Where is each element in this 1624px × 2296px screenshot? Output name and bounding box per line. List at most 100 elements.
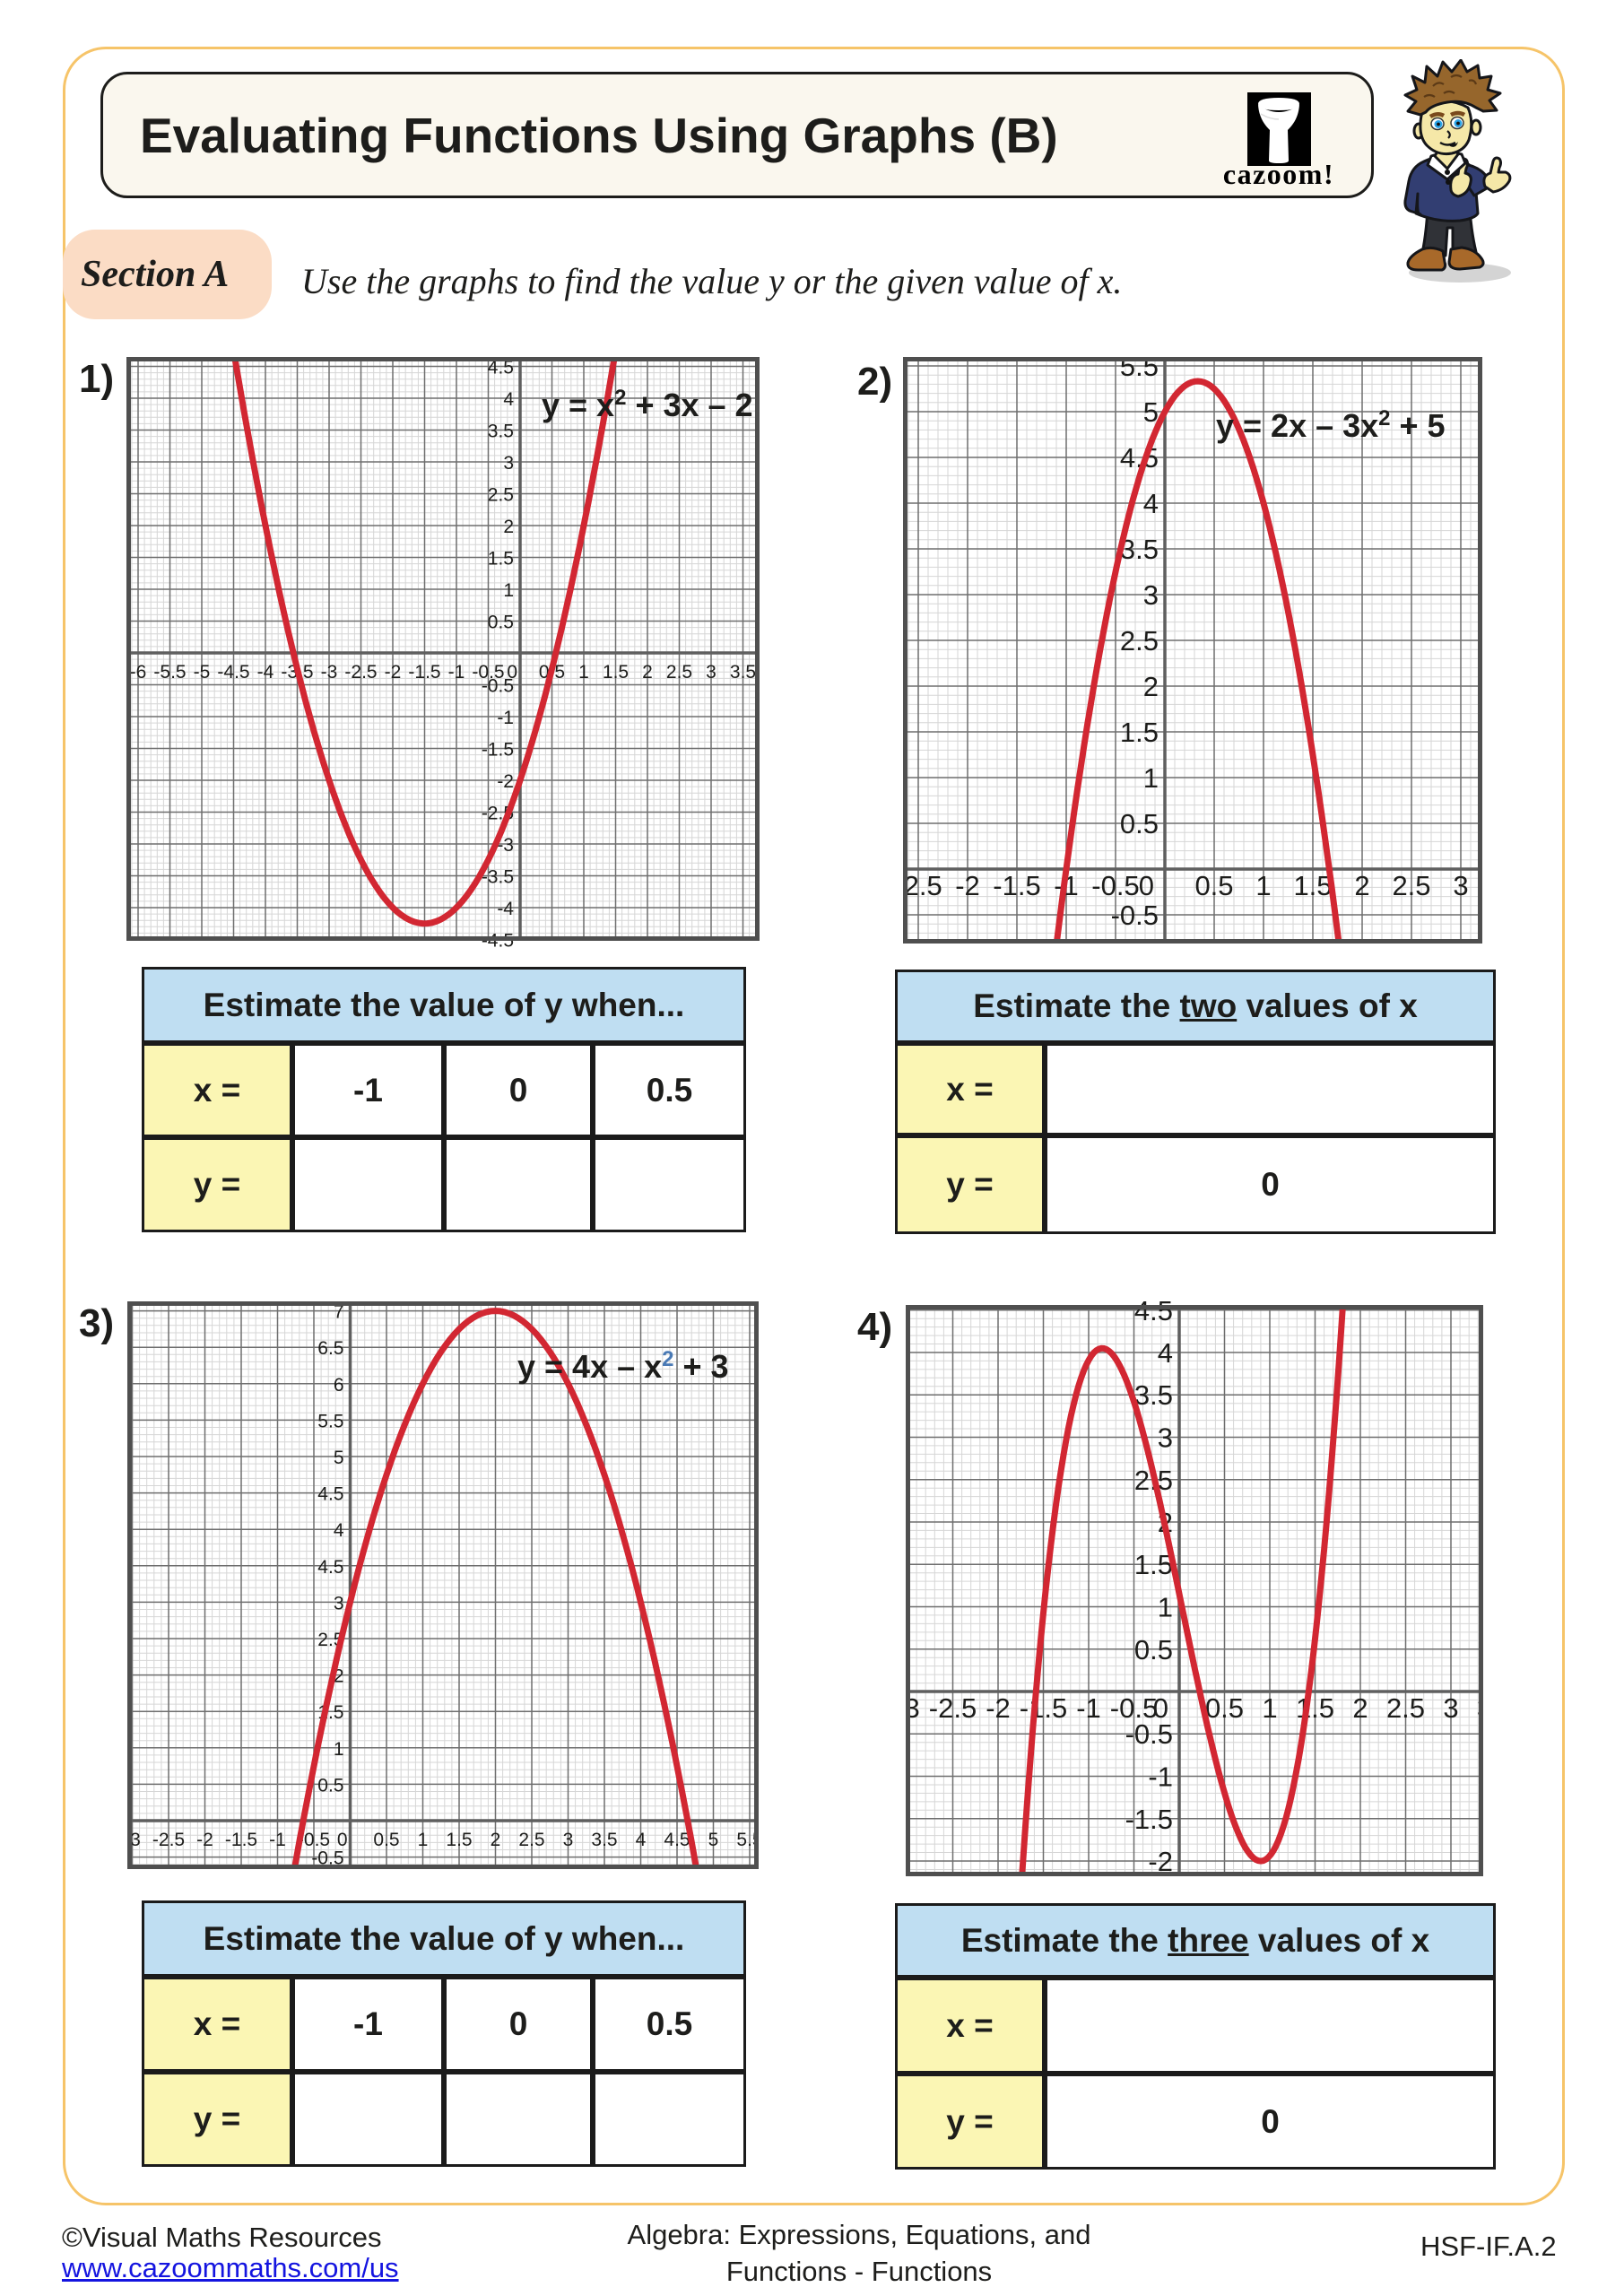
svg-text:-2: -2 bbox=[955, 870, 980, 901]
svg-text:5.5: 5.5 bbox=[1120, 351, 1159, 382]
svg-text:-1.5: -1.5 bbox=[993, 870, 1040, 901]
svg-text:y = 4x – x2 + 3: y = 4x – x2 + 3 bbox=[517, 1347, 729, 1385]
svg-text:-0.5: -0.5 bbox=[1110, 1692, 1158, 1724]
svg-text:-1: -1 bbox=[269, 1830, 286, 1850]
svg-text:2.5: 2.5 bbox=[1386, 1692, 1425, 1724]
svg-text:7: 7 bbox=[334, 1302, 344, 1323]
svg-text:2.5: 2.5 bbox=[488, 485, 514, 506]
svg-text:-2.5: -2.5 bbox=[929, 1692, 977, 1724]
svg-text:-0.5: -0.5 bbox=[1091, 870, 1139, 901]
svg-text:4: 4 bbox=[334, 1520, 344, 1541]
svg-text:-6: -6 bbox=[130, 662, 147, 683]
svg-text:1.5: 1.5 bbox=[446, 1830, 472, 1850]
svg-text:1.5: 1.5 bbox=[1120, 717, 1159, 748]
svg-text:-0.5: -0.5 bbox=[482, 676, 514, 697]
svg-text:0: 0 bbox=[507, 662, 517, 683]
svg-text:-0.5: -0.5 bbox=[1111, 900, 1159, 931]
svg-text:1.5: 1.5 bbox=[1293, 870, 1332, 901]
svg-text:3.5: 3.5 bbox=[730, 662, 756, 683]
svg-text:-5: -5 bbox=[194, 662, 211, 683]
svg-text:-4: -4 bbox=[257, 662, 274, 683]
svg-text:3: 3 bbox=[503, 453, 514, 474]
svg-text:-4.5: -4.5 bbox=[217, 662, 249, 683]
svg-text:3: 3 bbox=[1158, 1422, 1173, 1454]
svg-text:1.5: 1.5 bbox=[1296, 1692, 1334, 1724]
svg-text:-1.5: -1.5 bbox=[408, 662, 440, 683]
svg-text:1: 1 bbox=[334, 1739, 344, 1760]
svg-text:1: 1 bbox=[1158, 1592, 1173, 1623]
svg-text:-3: -3 bbox=[497, 835, 514, 856]
svg-text:4: 4 bbox=[1143, 488, 1159, 519]
svg-text:3.5: 3.5 bbox=[1120, 534, 1159, 565]
svg-text:-2: -2 bbox=[986, 1692, 1011, 1724]
svg-text:-0.5: -0.5 bbox=[298, 1830, 330, 1850]
svg-text:-5.5: -5.5 bbox=[153, 662, 186, 683]
svg-text:1.5: 1.5 bbox=[1134, 1549, 1173, 1580]
svg-text:4.5: 4.5 bbox=[317, 1484, 343, 1505]
svg-text:2: 2 bbox=[1352, 1692, 1368, 1724]
svg-text:1.5: 1.5 bbox=[603, 662, 629, 683]
svg-text:5: 5 bbox=[1143, 396, 1159, 428]
svg-text:3: 3 bbox=[334, 1593, 344, 1613]
svg-text:1.5: 1.5 bbox=[488, 549, 514, 570]
svg-text:-0.5: -0.5 bbox=[1125, 1718, 1173, 1750]
svg-text:0: 0 bbox=[1139, 870, 1154, 901]
svg-text:3: 3 bbox=[706, 662, 716, 683]
svg-text:4: 4 bbox=[636, 1830, 647, 1850]
svg-text:1: 1 bbox=[418, 1830, 429, 1850]
svg-text:-2: -2 bbox=[385, 662, 402, 683]
svg-text:-2.5: -2.5 bbox=[894, 870, 942, 901]
svg-text:0: 0 bbox=[1153, 1692, 1168, 1724]
svg-text:3: 3 bbox=[1443, 1692, 1458, 1724]
svg-text:-4: -4 bbox=[497, 899, 514, 919]
svg-text:y = x2 + 3x – 2: y = x2 + 3x – 2 bbox=[542, 386, 753, 423]
svg-text:1: 1 bbox=[1255, 870, 1271, 901]
svg-text:2.5: 2.5 bbox=[1392, 870, 1430, 901]
svg-text:6.5: 6.5 bbox=[317, 1338, 343, 1359]
svg-text:-0.5: -0.5 bbox=[311, 1848, 343, 1869]
svg-text:2.5: 2.5 bbox=[518, 1830, 544, 1850]
svg-text:3.5: 3.5 bbox=[1134, 1379, 1173, 1411]
svg-text:-0.5: -0.5 bbox=[472, 662, 504, 683]
svg-text:0.5: 0.5 bbox=[1205, 1692, 1244, 1724]
svg-text:-2.5: -2.5 bbox=[344, 662, 377, 683]
svg-text:0.5: 0.5 bbox=[373, 1830, 399, 1850]
svg-text:4.5: 4.5 bbox=[317, 1557, 343, 1578]
svg-text:3.5: 3.5 bbox=[591, 1830, 617, 1850]
svg-text:1: 1 bbox=[1262, 1692, 1277, 1724]
svg-text:2: 2 bbox=[334, 1666, 344, 1687]
svg-text:-1.5: -1.5 bbox=[482, 740, 514, 761]
svg-text:0.5: 0.5 bbox=[1194, 870, 1233, 901]
svg-text:1: 1 bbox=[1143, 762, 1159, 794]
svg-text:0: 0 bbox=[337, 1830, 348, 1850]
svg-text:3: 3 bbox=[1143, 579, 1159, 611]
svg-text:0.5: 0.5 bbox=[488, 613, 514, 633]
svg-text:-3: -3 bbox=[321, 662, 338, 683]
svg-text:2: 2 bbox=[1354, 870, 1369, 901]
svg-text:3.5: 3.5 bbox=[488, 422, 514, 442]
svg-text:5.5: 5.5 bbox=[736, 1830, 762, 1850]
svg-text:5.5: 5.5 bbox=[317, 1411, 343, 1431]
svg-text:4: 4 bbox=[1158, 1337, 1173, 1369]
svg-text:1: 1 bbox=[503, 580, 514, 601]
svg-text:0.5: 0.5 bbox=[317, 1775, 343, 1796]
svg-text:4.5: 4.5 bbox=[664, 1830, 690, 1850]
svg-text:2: 2 bbox=[503, 517, 514, 537]
svg-text:2: 2 bbox=[491, 1830, 501, 1850]
svg-text:-1: -1 bbox=[448, 662, 465, 683]
svg-text:4.5: 4.5 bbox=[1134, 1295, 1173, 1326]
svg-text:2: 2 bbox=[642, 662, 653, 683]
svg-text:2: 2 bbox=[1143, 671, 1159, 702]
svg-text:4.5: 4.5 bbox=[488, 358, 514, 378]
svg-text:1: 1 bbox=[578, 662, 589, 683]
svg-text:5: 5 bbox=[708, 1830, 719, 1850]
svg-text:-1.5: -1.5 bbox=[225, 1830, 257, 1850]
svg-text:3: 3 bbox=[1453, 870, 1468, 901]
svg-text:5: 5 bbox=[334, 1448, 344, 1468]
svg-text:2.5: 2.5 bbox=[666, 662, 692, 683]
svg-text:-3.5: -3.5 bbox=[482, 867, 514, 888]
svg-text:4: 4 bbox=[503, 389, 514, 410]
svg-text:-2: -2 bbox=[196, 1830, 213, 1850]
svg-text:-1: -1 bbox=[1076, 1692, 1101, 1724]
svg-text:0.5: 0.5 bbox=[1134, 1634, 1173, 1665]
